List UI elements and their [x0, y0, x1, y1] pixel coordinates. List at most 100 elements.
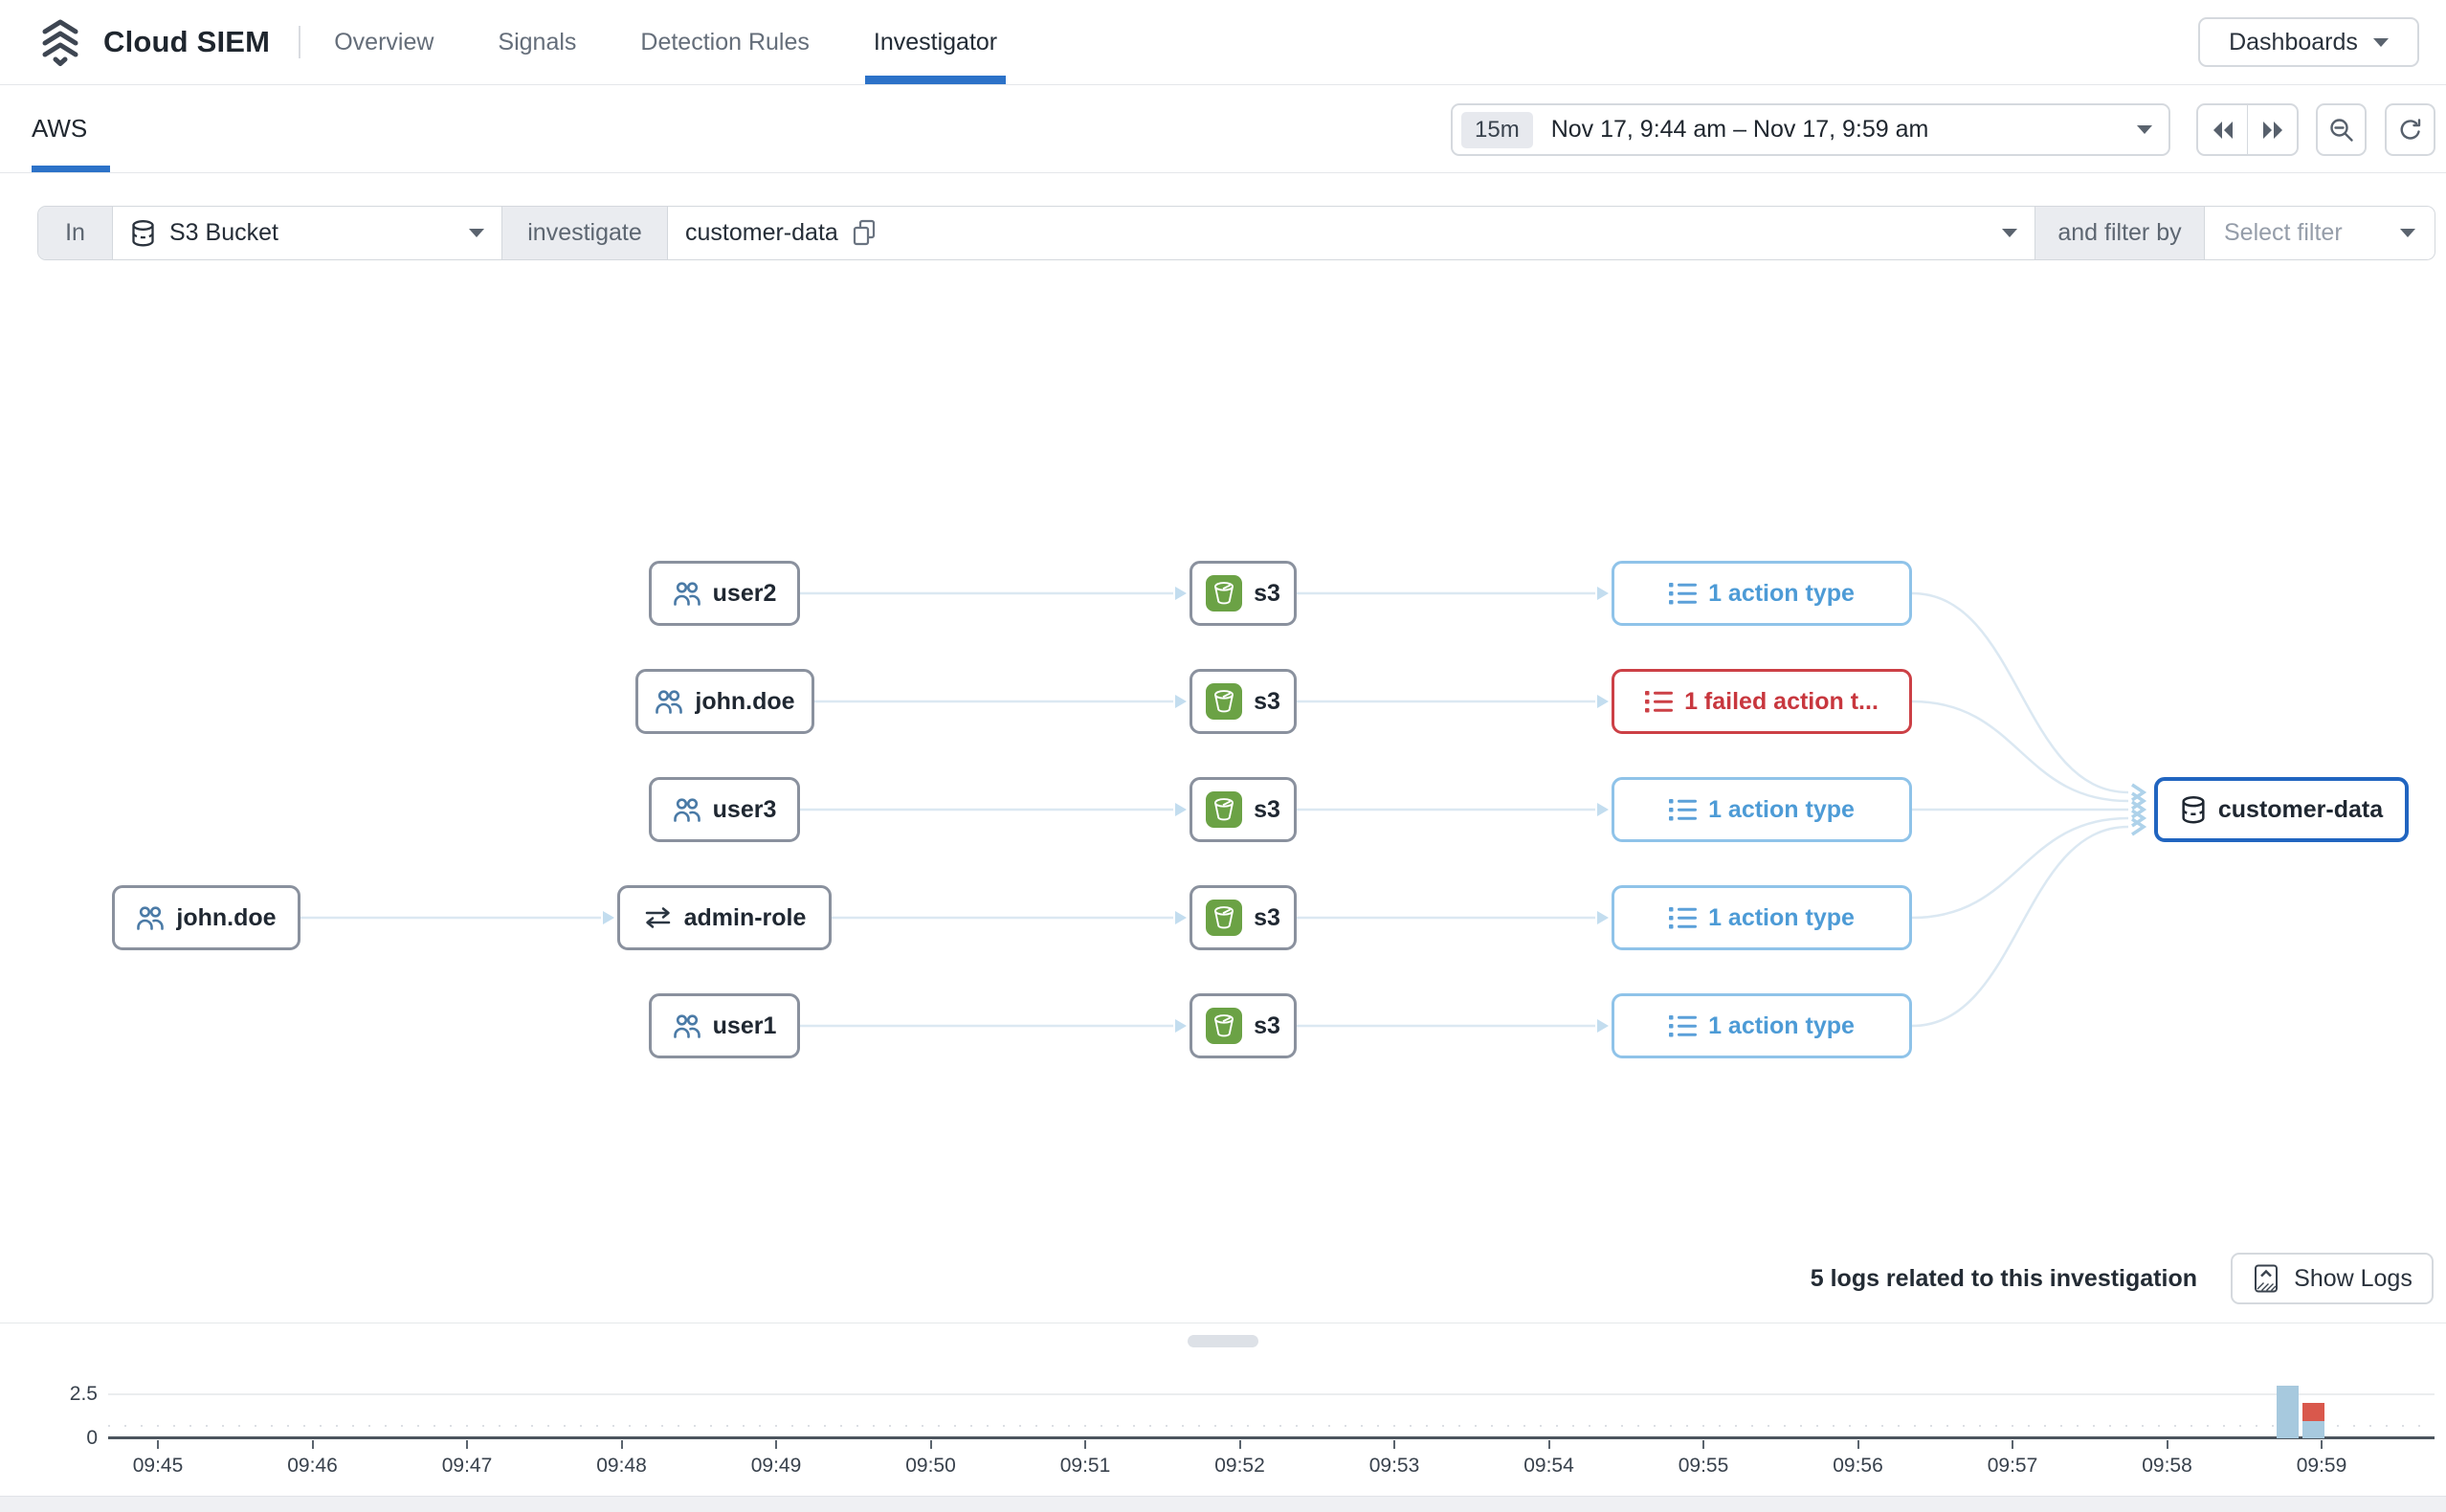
aws-s3-icon — [1206, 900, 1243, 936]
query-row: In S3 Bucket investigate customer-data a… — [0, 173, 2446, 260]
panel-resize-handle[interactable] — [1188, 1335, 1258, 1347]
y-axis-tick-label: 0 — [86, 1427, 98, 1449]
x-axis-tick-label: 09:50 — [905, 1455, 956, 1477]
nav-tab-overview[interactable]: Overview — [334, 0, 434, 85]
time-shift-back-button[interactable] — [2198, 105, 2248, 154]
graph-node-failed-action-type[interactable]: 1 failed action t... — [1612, 669, 1912, 734]
graph-node-action-type[interactable]: 1 action type — [1612, 885, 1912, 950]
node-label: user2 — [712, 579, 777, 607]
cloud-siem-logo-icon — [38, 17, 82, 67]
x-axis-tick — [2321, 1440, 2323, 1449]
edge-arrowheads — [603, 587, 1609, 1033]
x-axis-tick — [1547, 1440, 1550, 1449]
graph-node-action-type[interactable]: 1 action type — [1612, 993, 1912, 1058]
graph-node-s3-service[interactable]: s3 — [1190, 885, 1297, 950]
x-axis-tick-label: 09:58 — [2142, 1455, 2192, 1477]
nav-tab-signals[interactable]: Signals — [498, 0, 576, 85]
graph-node-user1[interactable]: user1 — [649, 993, 800, 1058]
filter-select[interactable]: Select filter — [2205, 207, 2435, 259]
zoom-out-button[interactable] — [2316, 103, 2367, 156]
refresh-icon — [2400, 118, 2420, 140]
graph-node-john-doe[interactable]: john.doe — [635, 669, 814, 734]
graph-edges — [300, 587, 2147, 1033]
entity-type-select[interactable]: S3 Bucket — [113, 207, 502, 259]
graph-node-s3-service[interactable]: s3 — [1190, 993, 1297, 1058]
graph-node-user3[interactable]: user3 — [649, 777, 800, 842]
aws-s3-icon — [1206, 575, 1243, 611]
graph-node-customer-data[interactable]: customer-data — [2154, 777, 2409, 842]
users-icon — [673, 797, 701, 823]
top-navigation-bar: Cloud SIEM Overview Signals Detection Ru… — [0, 0, 2446, 85]
list-icon — [1669, 906, 1698, 930]
query-filter-connector: and filter by — [2035, 207, 2205, 259]
database-icon — [2180, 795, 2207, 825]
x-axis-tick — [466, 1440, 468, 1449]
time-shift-button-group — [2196, 103, 2299, 156]
x-axis-tick-label: 09:53 — [1368, 1455, 1420, 1477]
bottom-panel-edge — [0, 1496, 2446, 1512]
time-controls: 15m Nov 17, 9:44 am – Nov 17, 9:59 am — [1451, 103, 2435, 156]
minor-tick-dots — [108, 1425, 2435, 1427]
show-logs-button[interactable]: Show Logs — [2231, 1253, 2434, 1304]
graph-node-action-type[interactable]: 1 action type — [1612, 777, 1912, 842]
time-range-text: Nov 17, 9:44 am – Nov 17, 9:59 am — [1550, 116, 1929, 143]
dashboards-button[interactable]: Dashboards — [2198, 17, 2419, 67]
aws-s3-icon — [1206, 1008, 1243, 1044]
users-icon — [136, 905, 165, 931]
node-label: customer-data — [2217, 795, 2384, 823]
refresh-button[interactable] — [2385, 103, 2435, 156]
graph-node-s3-service[interactable]: s3 — [1190, 777, 1297, 842]
assume-role-swap-icon — [643, 906, 673, 929]
time-range-picker[interactable]: 15m Nov 17, 9:44 am – Nov 17, 9:59 am — [1451, 103, 2170, 156]
entity-value-field[interactable]: customer-data — [668, 207, 2035, 259]
time-duration-badge: 15m — [1461, 111, 1533, 148]
tab-aws[interactable]: AWS — [32, 85, 111, 172]
list-icon — [1669, 1014, 1698, 1038]
query-in-label: In — [38, 207, 113, 259]
zoom-out-icon — [2329, 118, 2353, 142]
x-axis-tick — [1393, 1440, 1395, 1449]
nav-label: Detection Rules — [640, 28, 810, 56]
gridline — [108, 1393, 2435, 1396]
primary-nav: Overview Signals Detection Rules Investi… — [334, 0, 1007, 85]
graph-node-admin-role[interactable]: admin-role — [617, 885, 832, 950]
nav-label: Overview — [334, 28, 434, 56]
tab-aws-label: AWS — [32, 114, 88, 143]
investigation-query-bar: In S3 Bucket investigate customer-data a… — [37, 206, 2435, 260]
x-axis-tick-label: 09:52 — [1214, 1455, 1265, 1477]
node-label: s3 — [1254, 687, 1280, 715]
investigator-toolbar: AWS 15m Nov 17, 9:44 am – Nov 17, 9:59 a… — [0, 85, 2446, 173]
dashboards-label: Dashboards — [2229, 28, 2358, 56]
x-axis-tick — [2012, 1440, 2013, 1449]
copy-icon[interactable] — [852, 219, 878, 247]
x-axis-tick — [311, 1440, 314, 1449]
chevron-down-icon — [2400, 229, 2415, 237]
in-label-text: In — [65, 219, 85, 246]
chart-bar-segment[interactable] — [2276, 1386, 2299, 1438]
time-shift-forward-button[interactable] — [2248, 105, 2297, 154]
x-axis-tick-label: 09:56 — [1833, 1455, 1883, 1477]
x-axis-tick-label: 09:49 — [750, 1455, 802, 1477]
users-icon — [673, 581, 701, 607]
users-icon — [673, 1013, 701, 1039]
query-investigate-label: investigate — [502, 207, 668, 259]
chart-bar-segment[interactable] — [2302, 1420, 2325, 1438]
entity-type-value: S3 Bucket — [169, 219, 278, 246]
nav-tab-investigator[interactable]: Investigator — [864, 0, 1007, 85]
graph-node-s3-service[interactable]: s3 — [1190, 669, 1297, 734]
graph-node-user2[interactable]: user2 — [649, 561, 800, 626]
x-axis-tick — [1702, 1440, 1704, 1449]
nav-tab-detection-rules[interactable]: Detection Rules — [640, 0, 809, 85]
chart-bar-segment[interactable] — [2302, 1403, 2325, 1421]
node-label: 1 action type — [1708, 579, 1855, 607]
graph-node-s3-service[interactable]: s3 — [1190, 561, 1297, 626]
nav-label: Signals — [498, 28, 577, 56]
filter-placeholder: Select filter — [2224, 219, 2343, 246]
node-label: john.doe — [695, 687, 795, 715]
entity-value-text: customer-data — [685, 219, 838, 246]
x-axis-tick — [1857, 1440, 1859, 1449]
graph-node-john-doe-assuming-role[interactable]: john.doe — [112, 885, 300, 950]
y-axis-tick-label: 2.5 — [69, 1383, 98, 1406]
graph-node-action-type[interactable]: 1 action type — [1612, 561, 1912, 626]
x-axis-tick — [1084, 1440, 1086, 1449]
